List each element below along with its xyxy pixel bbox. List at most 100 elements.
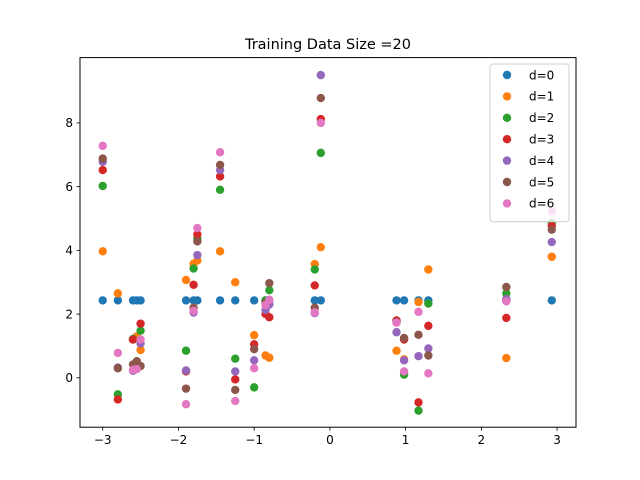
x-tick-label: 3 xyxy=(553,433,561,447)
data-point xyxy=(181,384,191,393)
data-point xyxy=(316,296,326,305)
data-point xyxy=(249,296,259,305)
chart-title: Training Data Size =20 xyxy=(244,37,411,53)
data-point xyxy=(414,398,423,407)
data-point xyxy=(316,93,326,103)
data-point xyxy=(414,307,423,317)
legend-label: d=1 xyxy=(529,90,554,104)
data-point xyxy=(113,348,123,358)
data-point xyxy=(181,275,191,285)
data-point xyxy=(414,297,423,307)
data-point xyxy=(98,141,107,151)
plot-area-frame xyxy=(79,57,577,428)
data-point xyxy=(215,296,225,305)
data-point xyxy=(249,344,259,354)
data-point xyxy=(265,353,274,362)
data-point xyxy=(215,247,225,256)
data-point xyxy=(502,313,511,323)
data-point xyxy=(249,356,259,365)
data-point xyxy=(249,364,259,373)
y-tick-label: 4 xyxy=(65,244,73,258)
data-point xyxy=(502,297,511,306)
data-point xyxy=(249,330,259,340)
x-axis: −3 −2 −1 0 1 2 3 xyxy=(94,427,561,447)
data-point xyxy=(231,375,240,384)
data-point xyxy=(392,346,401,355)
data-point xyxy=(98,181,107,191)
data-point xyxy=(316,118,326,128)
data-point xyxy=(231,385,240,395)
data-point xyxy=(392,296,401,305)
data-point xyxy=(547,225,556,234)
data-point xyxy=(98,296,107,305)
data-point xyxy=(189,264,198,273)
data-point xyxy=(231,396,240,406)
legend-marker xyxy=(502,70,512,80)
data-point xyxy=(265,278,274,288)
x-tick-label: 0 xyxy=(326,433,334,447)
data-point xyxy=(193,223,202,233)
data-point xyxy=(231,367,240,376)
legend-marker xyxy=(502,92,512,101)
data-point xyxy=(231,296,240,305)
data-point xyxy=(189,280,198,289)
y-axis: 0 2 4 6 8 xyxy=(65,116,80,385)
data-point xyxy=(310,308,319,317)
data-point xyxy=(128,335,138,344)
data-point xyxy=(136,319,145,328)
legend-label: d=6 xyxy=(529,197,554,211)
data-point xyxy=(399,296,409,305)
data-point xyxy=(98,165,107,175)
data-point xyxy=(310,281,319,290)
data-point xyxy=(310,296,319,305)
y-tick-label: 2 xyxy=(65,307,73,321)
data-point xyxy=(424,344,433,353)
data-point xyxy=(215,148,225,157)
data-point xyxy=(424,265,433,274)
data-point xyxy=(181,366,191,375)
points-layer xyxy=(98,70,556,415)
data-point xyxy=(231,278,240,287)
data-point xyxy=(399,333,409,343)
x-tick-label: 2 xyxy=(478,433,486,447)
data-point xyxy=(98,247,107,256)
legend-marker xyxy=(502,113,512,123)
data-point xyxy=(399,356,409,365)
data-point xyxy=(265,313,274,322)
data-point xyxy=(113,395,123,404)
data-point xyxy=(414,406,423,415)
data-point xyxy=(392,328,401,337)
data-point xyxy=(98,154,107,163)
data-point xyxy=(136,326,145,335)
data-point xyxy=(136,345,145,355)
data-point xyxy=(310,265,319,274)
x-tick-label: −1 xyxy=(245,433,263,447)
legend-label: d=3 xyxy=(529,133,554,147)
x-tick-label: −3 xyxy=(94,433,112,447)
data-point xyxy=(392,318,401,327)
data-point xyxy=(193,296,202,305)
data-point xyxy=(181,296,191,305)
data-point xyxy=(132,365,141,374)
data-point xyxy=(113,296,123,305)
legend-marker xyxy=(502,199,512,208)
data-point xyxy=(547,296,556,305)
legend: d=0 d=1 d=2 d=3 d=4 d=5 d=6 xyxy=(489,63,570,223)
data-point xyxy=(399,367,409,376)
data-point xyxy=(113,289,123,298)
data-point xyxy=(113,364,123,373)
y-tick-label: 0 xyxy=(65,371,73,385)
data-point xyxy=(215,160,225,170)
data-point xyxy=(193,250,202,260)
data-point xyxy=(414,351,423,361)
data-point xyxy=(547,252,556,261)
data-point xyxy=(181,346,191,355)
y-tick-label: 6 xyxy=(65,180,73,194)
data-point xyxy=(414,330,423,339)
legend-label: d=2 xyxy=(529,111,554,125)
data-point xyxy=(189,306,198,316)
data-point xyxy=(424,321,433,331)
data-point xyxy=(181,400,191,409)
data-point xyxy=(424,351,433,360)
